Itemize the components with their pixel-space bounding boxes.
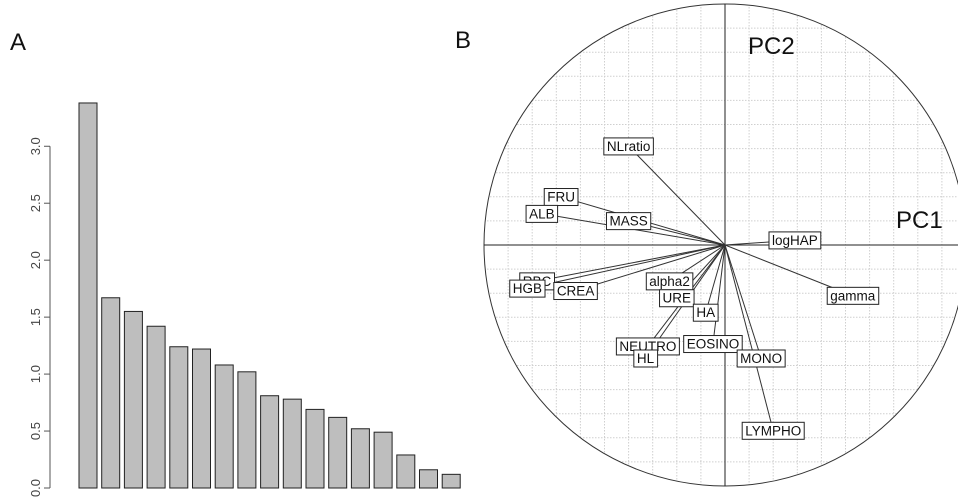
loading-label-text: HA: [696, 305, 715, 320]
loading-arrow: [527, 244, 726, 288]
loading-label-box: [605, 212, 652, 231]
loading-label-box: [633, 349, 659, 368]
loading-label-text: MONO: [740, 351, 782, 366]
bar: [192, 348, 211, 489]
loading-label-box: [543, 188, 579, 207]
y-tick-label: 1.5: [28, 308, 43, 326]
y-ticks: 0.0 0.5 1.0 1.5 2.0 2.5 3.0: [28, 137, 50, 497]
loading-label-text: CREA: [557, 284, 595, 299]
loading-arrow: [537, 244, 726, 281]
loading-label-box: [525, 204, 559, 223]
pca-correlation-circle: PC2 PC1 NLratioFRUALBMASSlogHAPgammaRBCa…: [483, 3, 958, 487]
loading-label-box: [768, 231, 822, 250]
loading-label-box: [659, 289, 695, 308]
loading-label-text: MASS: [609, 214, 647, 229]
loading-label-box: [603, 137, 654, 156]
bar: [350, 428, 370, 489]
loading-arrow: [629, 146, 726, 246]
loading-label-text: logHAP: [772, 233, 818, 248]
loading-label-text: FRU: [547, 190, 575, 205]
bar: [78, 102, 98, 489]
loading-arrow: [724, 244, 761, 358]
loading-label-box: [826, 286, 880, 305]
y-tick-label: 2.5: [28, 194, 43, 212]
loading-arrow: [713, 244, 726, 344]
bar: [282, 398, 302, 489]
bars: [78, 102, 461, 489]
bar: [146, 325, 166, 489]
loading-label-box: [736, 349, 786, 368]
bar: [328, 416, 348, 489]
bar: [123, 310, 143, 489]
pc1-axis-label: PC1: [896, 207, 943, 234]
y-tick-label: 3.0: [28, 137, 43, 155]
bar: [260, 395, 280, 489]
loading-label-box: [509, 279, 546, 298]
loading-labels: NLratioFRUALBMASSlogHAPgammaRBCalpha2HGB…: [509, 137, 880, 440]
y-tick-label: 2.0: [28, 251, 43, 269]
panel-a-label: A: [10, 29, 26, 56]
loading-arrow: [724, 244, 773, 431]
loading-label-text: EOSINO: [687, 337, 740, 352]
loading-label-text: HGB: [513, 281, 542, 296]
loading-label-text: gamma: [830, 288, 876, 303]
bar: [237, 371, 257, 489]
bar: [373, 431, 393, 489]
scree-bar-chart: 0.0 0.5 1.0 1.5 2.0 2.5 3.0: [28, 102, 461, 497]
loading-label-text: LYMPHO: [745, 423, 801, 438]
bar: [214, 364, 234, 489]
loading-label-text: ALB: [529, 206, 555, 221]
y-tick-label: 1.0: [28, 365, 43, 383]
loading-label-box: [741, 421, 805, 440]
bar: [305, 408, 325, 489]
loading-label-text: alpha2: [649, 274, 690, 289]
loading-label-text: HL: [637, 351, 655, 366]
loading-label-box: [683, 335, 743, 354]
loading-arrow: [706, 244, 726, 312]
loading-label-text: URE: [663, 291, 692, 306]
loading-label-text: NLratio: [607, 139, 651, 154]
bar: [419, 469, 438, 489]
bar: [101, 297, 121, 489]
bar: [169, 346, 189, 489]
panel-b-label: B: [455, 27, 471, 54]
loading-arrow: [576, 244, 726, 291]
bar: [396, 454, 416, 489]
loading-label-box: [692, 303, 719, 322]
pc2-axis-label: PC2: [748, 33, 795, 60]
y-tick-label: 0.0: [28, 479, 43, 497]
loading-label-box: [553, 282, 598, 301]
y-tick-label: 0.5: [28, 422, 43, 440]
bar: [441, 473, 461, 489]
